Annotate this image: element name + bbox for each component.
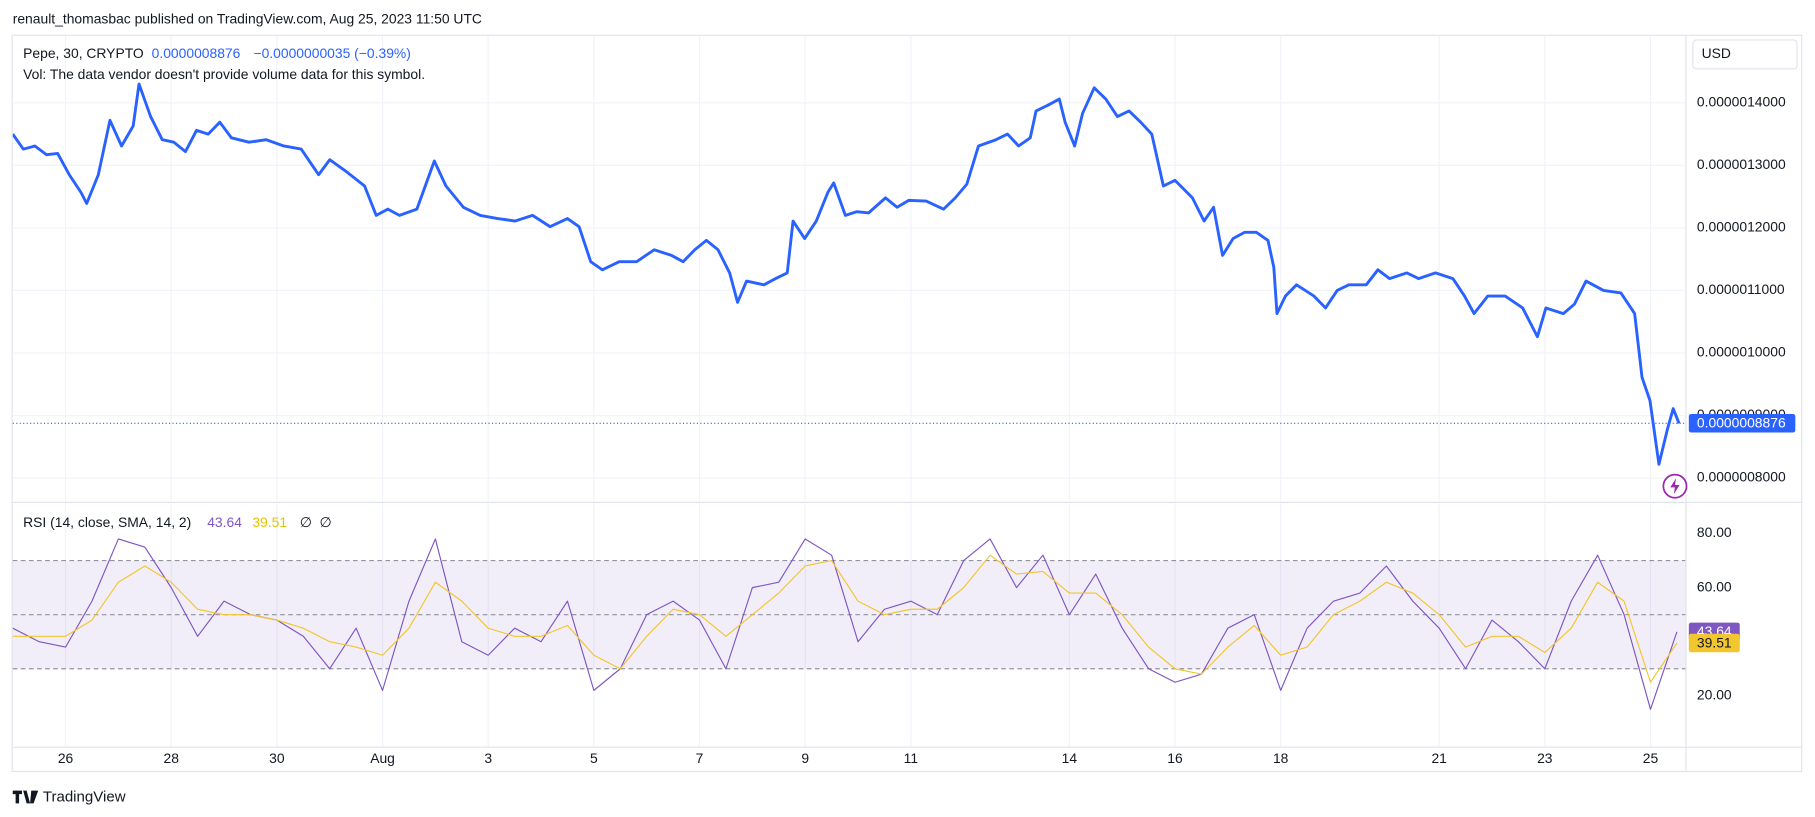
x-tick-label: 3 <box>484 750 492 766</box>
y-tick-label: 60.00 <box>1697 578 1732 594</box>
y-tick-label: 0.0000013000 <box>1697 156 1786 172</box>
chart-frame <box>11 34 1803 773</box>
x-tick-label: 21 <box>1431 750 1447 766</box>
x-tick-label: 16 <box>1167 750 1183 766</box>
y-tick-label: 0.0000008000 <box>1697 469 1786 485</box>
alert-icon-bolt <box>1670 478 1680 495</box>
line-series <box>12 554 1678 683</box>
x-tick-label: 25 <box>1643 750 1659 766</box>
volume-note: Vol: The data vendor doesn't provide vol… <box>23 66 425 82</box>
line-series <box>12 82 1681 466</box>
x-tick-label: 11 <box>904 750 919 766</box>
rsi-title: RSI (14, close, SMA, 14, 2) <box>23 514 191 530</box>
rsi-value: 43.64 <box>207 514 242 530</box>
rsi-ma-value: 39.51 <box>252 514 287 530</box>
y-tick-label: 0.0000012000 <box>1697 219 1786 235</box>
currency[interactable]: USD <box>1702 45 1731 61</box>
logo-mark <box>12 790 39 804</box>
y-tick-label: 80.00 <box>1697 524 1732 540</box>
x-tick-label: 9 <box>801 750 809 766</box>
currency-button[interactable] <box>1692 39 1798 70</box>
line-series <box>12 538 1678 710</box>
value-tag <box>1688 633 1740 653</box>
marks <box>12 82 1686 710</box>
x-tick-label: 14 <box>1062 750 1078 766</box>
y-tick-label: 0.0000010000 <box>1697 344 1786 360</box>
placeholder: ∅ <box>319 514 331 530</box>
y-tick-label: 20.00 <box>1697 686 1732 702</box>
value-tag-label: 39.51 <box>1697 634 1732 650</box>
x-tick-label: 28 <box>164 750 180 766</box>
y-tick-label: 0.0000014000 <box>1697 93 1786 109</box>
footer[interactable]: TradingView <box>43 789 126 806</box>
header: renault_thomasbac published on TradingVi… <box>13 10 482 26</box>
x-tick-label: 23 <box>1537 750 1553 766</box>
y-tick-label: 0.0000011000 <box>1697 281 1785 297</box>
legend-change: −0.0000000035 (−0.39%) <box>253 45 410 61</box>
x-tick-label: 18 <box>1273 750 1289 766</box>
x-tick-label: 26 <box>58 750 74 766</box>
x-tick-label: 7 <box>696 750 704 766</box>
x-tick-label: 30 <box>269 750 285 766</box>
symbol: Pepe, 30, CRYPTO <box>23 45 144 61</box>
legend-price: 0.0000008876 <box>152 45 241 61</box>
x-tick-label: 5 <box>590 750 598 766</box>
price-tag <box>1688 414 1796 433</box>
placeholder: ∅ <box>300 514 312 530</box>
x-tick-label: Aug <box>370 750 395 766</box>
price-tag-label: 0.0000008876 <box>1697 415 1786 431</box>
